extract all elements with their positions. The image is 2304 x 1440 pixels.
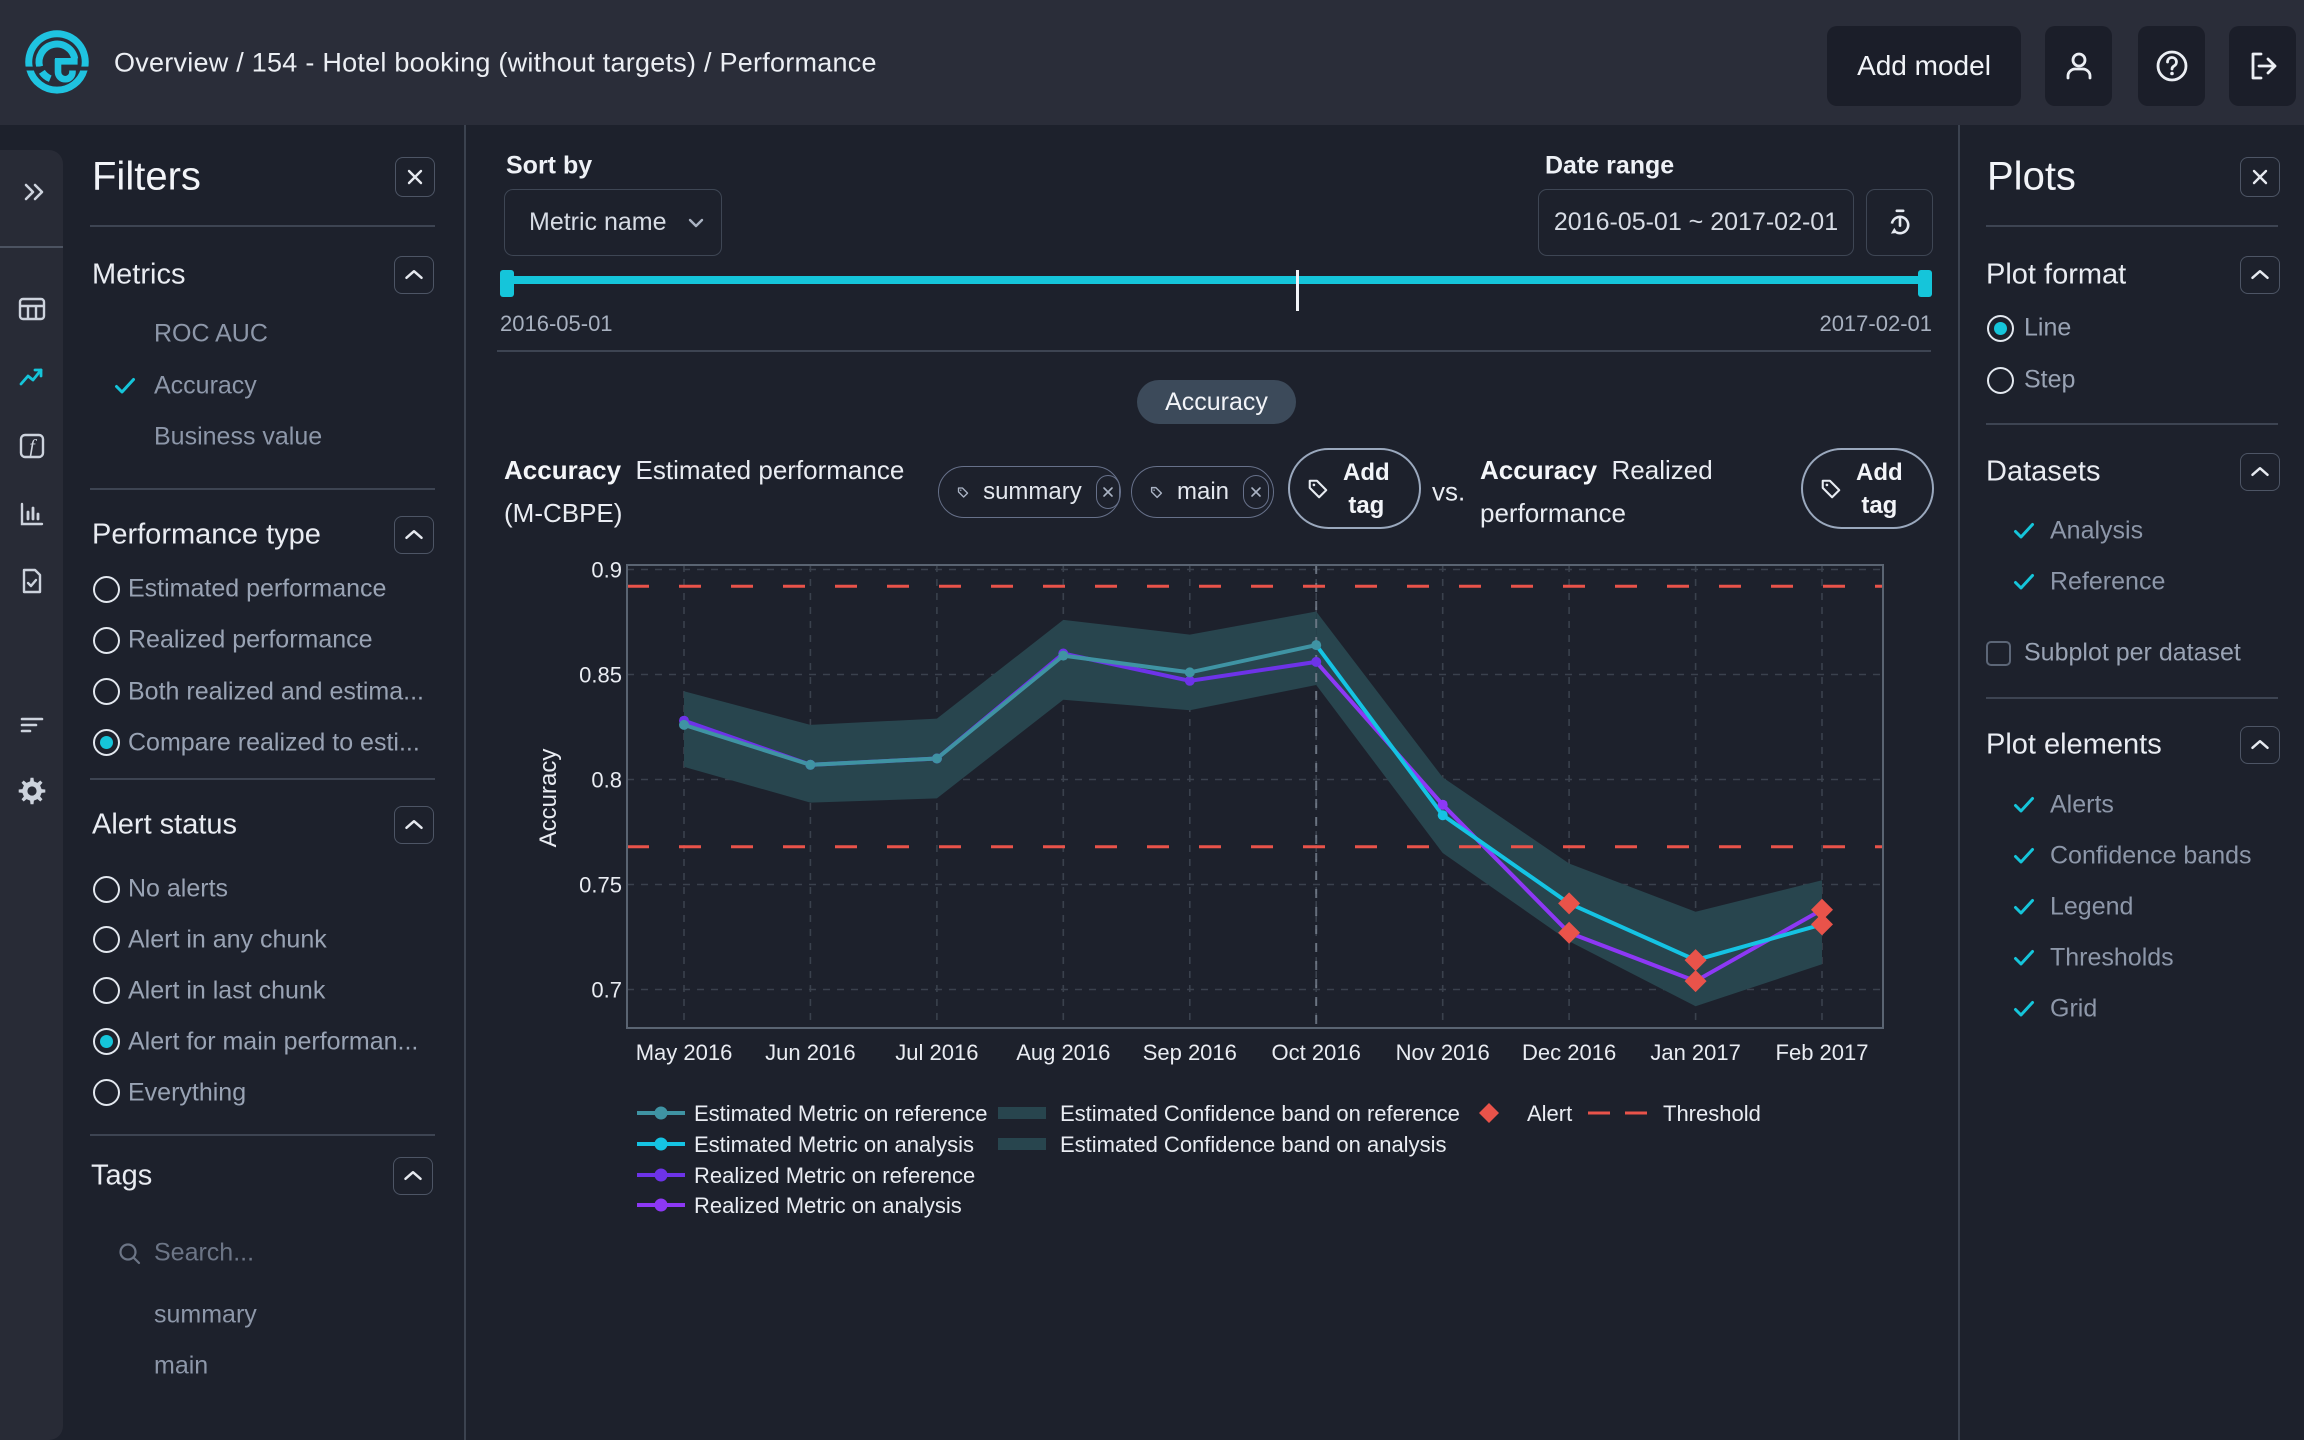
svg-text:Aug 2016: Aug 2016 [1016,1040,1110,1065]
svg-text:0.9: 0.9 [591,558,622,583]
svg-text:0.7: 0.7 [591,978,622,1003]
svg-text:Alert: Alert [1527,1101,1572,1126]
svg-text:Estimated Metric on reference: Estimated Metric on reference [694,1101,987,1126]
svg-text:Estimated Confidence band on r: Estimated Confidence band on reference [1060,1101,1460,1126]
svg-text:Sep 2016: Sep 2016 [1143,1040,1237,1065]
svg-text:0.85: 0.85 [579,663,622,688]
svg-text:f: f [29,436,37,458]
svg-text:Accuracy: Accuracy [535,749,562,848]
svg-text:Oct 2016: Oct 2016 [1272,1040,1361,1065]
svg-text:Nov 2016: Nov 2016 [1396,1040,1490,1065]
svg-text:Feb 2017: Feb 2017 [1776,1040,1869,1065]
svg-text:0.8: 0.8 [591,768,622,793]
svg-text:Realized Metric on analysis: Realized Metric on analysis [694,1193,962,1218]
svg-text:Jan 2017: Jan 2017 [1650,1040,1741,1065]
svg-text:Jun 2016: Jun 2016 [765,1040,856,1065]
svg-text:May 2016: May 2016 [636,1040,733,1065]
svg-text:0.75: 0.75 [579,873,622,898]
svg-text:Estimated Confidence band on a: Estimated Confidence band on analysis [1060,1132,1446,1157]
svg-text:Estimated Metric on analysis: Estimated Metric on analysis [694,1132,974,1157]
svg-text:Threshold: Threshold [1663,1101,1761,1126]
svg-text:Jul 2016: Jul 2016 [895,1040,978,1065]
svg-text:Realized Metric on reference: Realized Metric on reference [694,1163,975,1188]
svg-text:Dec 2016: Dec 2016 [1522,1040,1616,1065]
